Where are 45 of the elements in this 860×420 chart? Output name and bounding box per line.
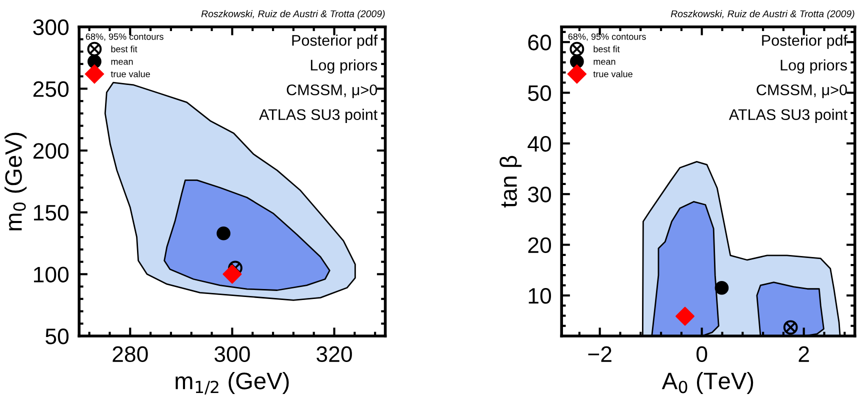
text: Roszkowski, Ruiz de Austri & Trotta (2009) [670,10,854,20]
x-tick-label: 280 [112,346,148,362]
y-axis-title: m$_{0}$ (GeV) [4,132,27,230]
annotation: Log priors [780,59,847,74]
annotation: Posterior pdf [292,34,378,49]
legend-label: true value [110,70,150,78]
x-tick-label: 300 [214,346,250,362]
annotation: ATLAS SU3 point [259,108,378,124]
legend-title: 68%, 95% contours [86,33,164,41]
y-tick-label: 40 [528,136,551,152]
x-tick-label: 0 [696,346,708,362]
point [783,320,798,335]
annotation: Log priors [310,59,378,74]
annotation: CMSSM, μ>0 [286,84,378,98]
x-tick-label: −2 [588,346,612,362]
point [676,306,694,326]
y-tick-label: 50 [528,85,551,102]
x-axis-title: m$_{1/2}$ (GeV) [176,372,289,395]
y-tick-label: 250 [33,81,69,97]
y-tick-label: 200 [33,143,69,159]
y-tick-label: 100 [34,266,69,282]
legend-label: true value [593,70,632,78]
x-tick-label: 2 [798,346,809,362]
annotation: ATLAS SU3 point [728,108,848,124]
legend-label: best fit [594,46,620,52]
y-tick-label: 60 [528,34,551,50]
annotation: Posterior pdf [762,34,848,49]
y-tick-label: 20 [528,237,551,254]
y-tick-label: 300 [33,19,69,36]
y-tick-label: 10 [528,288,551,304]
x-tick-label: 320 [316,346,352,362]
annotation: CMSSM, μ>0 [756,84,847,98]
legend-label: mean [594,60,616,65]
point [222,264,242,284]
legend-label: mean [111,60,133,65]
y-tick-label: 50 [46,328,69,344]
point [216,226,230,240]
y-axis-title: tan β [500,156,522,208]
y-tick-label: 30 [528,186,551,202]
y-tick-label: 150 [34,204,69,221]
text: Roszkowski, Ruiz de Austri & Trotta (2009) [201,10,385,20]
point [714,280,729,295]
x-axis-title: A$_{0}$ (TeV) [662,372,754,394]
legend-label: best fit [111,46,138,52]
legend-title: 68%, 95% contours [568,33,646,41]
